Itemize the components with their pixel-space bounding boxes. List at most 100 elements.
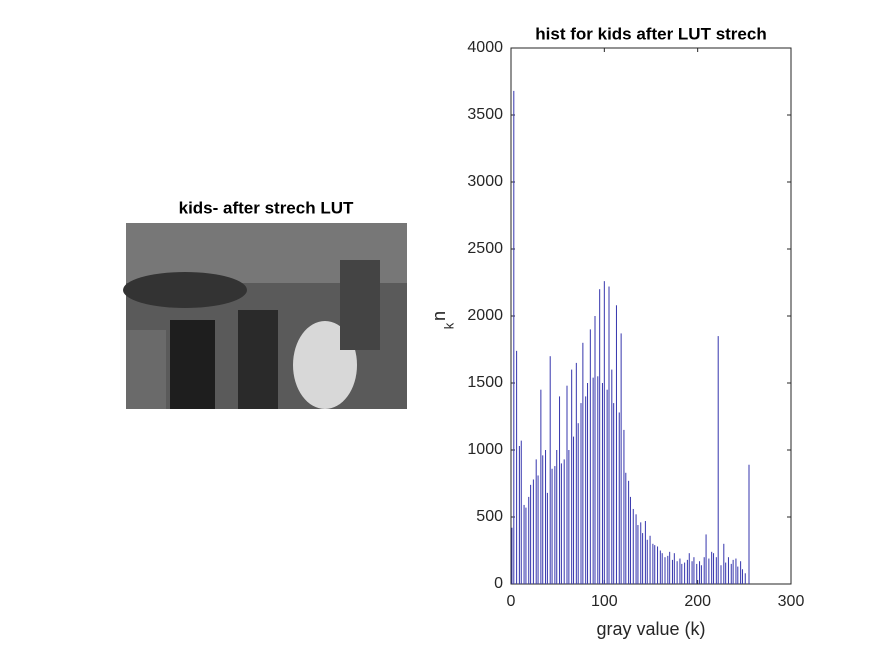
bar — [518, 445, 520, 584]
y-tick-label: 0 — [494, 575, 503, 592]
bar — [566, 385, 568, 584]
bar — [585, 396, 587, 584]
bar — [594, 316, 596, 584]
y-tick-label: 2000 — [467, 307, 503, 324]
bar — [615, 305, 617, 584]
y-tick-label: 500 — [476, 508, 503, 525]
bar — [686, 559, 688, 584]
bar — [575, 362, 577, 584]
bar — [623, 429, 625, 584]
bar — [715, 557, 717, 584]
bar — [511, 527, 513, 584]
bar — [644, 521, 646, 584]
bar — [637, 525, 639, 584]
bar — [744, 573, 746, 584]
bar — [705, 534, 707, 584]
y-axis-label: n k — [429, 311, 457, 329]
bar — [679, 558, 681, 584]
bar — [525, 507, 527, 584]
bar — [535, 459, 537, 584]
bar — [563, 459, 565, 584]
bar — [735, 558, 737, 584]
bar — [684, 562, 686, 584]
bar — [681, 563, 683, 584]
bar — [523, 504, 525, 584]
bar — [640, 522, 642, 584]
image-region — [238, 310, 278, 409]
bar — [673, 553, 675, 584]
bar — [560, 463, 562, 584]
bar — [546, 492, 548, 584]
bar — [571, 369, 573, 584]
bar — [603, 281, 605, 584]
bar — [528, 496, 530, 584]
y-tick-label: 1500 — [467, 374, 503, 391]
bar — [589, 329, 591, 584]
y-tick-label: 3500 — [467, 106, 503, 123]
bar — [703, 557, 705, 584]
image-title: kids- after strech LUT — [179, 198, 354, 217]
x-axis-label: gray value (k) — [596, 619, 705, 639]
bar — [652, 543, 654, 584]
bar — [520, 440, 522, 584]
bar — [629, 496, 631, 584]
bar — [725, 562, 727, 584]
bar — [720, 565, 722, 584]
bar — [717, 336, 719, 584]
bar — [730, 563, 732, 584]
bar — [642, 533, 644, 584]
bar — [669, 551, 671, 584]
x-tick-label: 100 — [591, 593, 618, 610]
bar — [532, 479, 534, 584]
bar — [628, 480, 630, 584]
bar — [587, 383, 589, 584]
bar — [646, 539, 648, 584]
bar — [554, 466, 556, 584]
bar — [711, 551, 713, 584]
bar — [577, 423, 579, 584]
bar — [559, 396, 561, 584]
bar — [676, 561, 678, 584]
x-tick-label: 300 — [778, 593, 805, 610]
bar — [693, 557, 695, 584]
image-region — [170, 320, 215, 409]
bar — [737, 566, 739, 584]
bar — [667, 555, 669, 584]
bar — [568, 450, 570, 584]
bar — [748, 464, 750, 584]
bar — [611, 369, 613, 584]
bar — [671, 559, 673, 584]
bar — [654, 545, 656, 584]
bar — [516, 350, 518, 584]
image-region — [340, 260, 380, 350]
bar — [708, 558, 710, 584]
bar — [540, 389, 542, 584]
bar — [699, 561, 701, 584]
bar — [620, 333, 622, 584]
bar — [657, 546, 659, 584]
chart-title: hist for kids after LUT strech — [535, 24, 766, 43]
y-tick-label: 4000 — [467, 39, 503, 56]
bar — [606, 389, 608, 584]
bar — [582, 342, 584, 584]
bar — [549, 356, 551, 584]
bar — [659, 550, 661, 584]
y-tick-label: 3000 — [467, 173, 503, 190]
bar — [713, 553, 715, 584]
bar — [551, 468, 553, 584]
bar — [530, 484, 532, 584]
bar — [740, 561, 742, 584]
bar — [608, 286, 610, 584]
x-tick-label: 0 — [507, 593, 516, 610]
bar — [691, 561, 693, 584]
bar — [597, 376, 599, 584]
bar — [601, 383, 603, 584]
bar — [741, 569, 743, 584]
y-tick-label: 2500 — [467, 240, 503, 257]
image-region — [126, 330, 166, 409]
bar — [592, 377, 594, 584]
bar — [556, 450, 558, 584]
bar — [545, 450, 547, 584]
